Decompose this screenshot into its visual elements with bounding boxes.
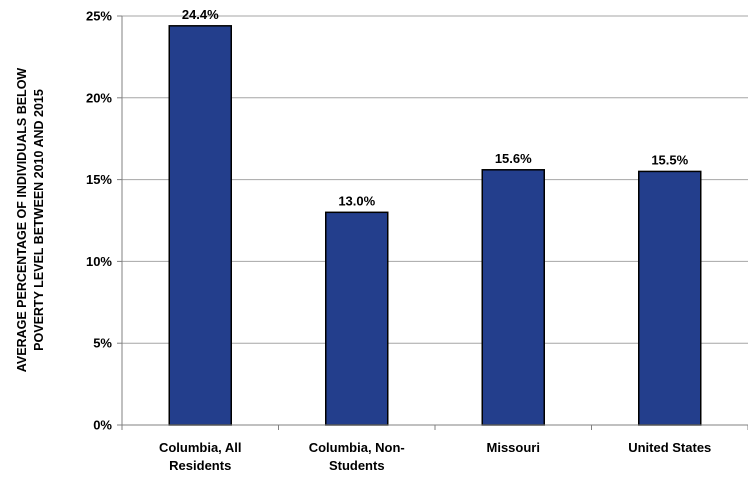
y-tick-label: 0% (93, 418, 112, 433)
y-axis-title-line: POVERTY LEVEL BETWEEN 2010 AND 2015 (32, 89, 46, 351)
x-tick-labels: Columbia, All Residents Columbia, Non- Stud… (159, 440, 711, 473)
x-tick-label: United States (628, 440, 711, 455)
data-label: 15.6% (495, 151, 532, 166)
y-tick-label: 5% (93, 336, 112, 351)
bar (481, 169, 545, 426)
x-tick-label: Students (329, 458, 385, 473)
y-tick-label: 10% (86, 254, 112, 269)
data-label: 13.0% (338, 193, 375, 208)
x-tick-label: Missouri (487, 440, 540, 455)
data-label: 15.5% (651, 152, 688, 167)
y-tick-label: 25% (86, 9, 112, 24)
x-tick-label: Columbia, All (159, 440, 242, 455)
bar (168, 25, 232, 426)
y-axis-title: AVERAGE PERCENTAGE OF INDIVIDUALS BELOW P… (15, 68, 46, 373)
x-tick-label: Columbia, Non- (309, 440, 405, 455)
y-tick-labels: 0% 5% 10% 15% 20% 25% (86, 9, 112, 433)
bar (638, 170, 702, 426)
data-labels: 24.4% 13.0% 15.6% 15.5% (182, 7, 689, 209)
data-label: 24.4% (182, 7, 219, 22)
bar (325, 211, 389, 426)
y-tick-label: 15% (86, 172, 112, 187)
axes (117, 15, 748, 430)
bars (168, 25, 702, 426)
y-tick-label: 20% (86, 90, 112, 105)
y-axis-title-line: AVERAGE PERCENTAGE OF INDIVIDUALS BELOW (15, 68, 29, 373)
x-tick-label: Residents (169, 458, 231, 473)
